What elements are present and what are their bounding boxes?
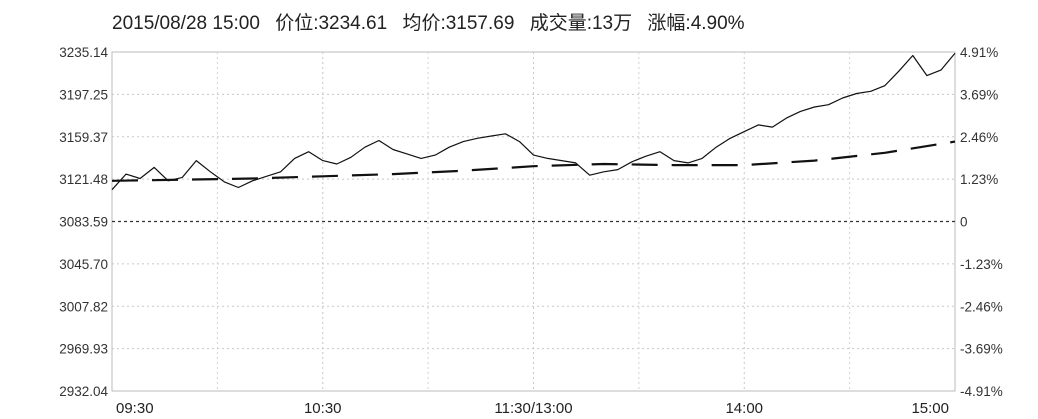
header-volume: 成交量:13万 — [529, 13, 633, 34]
y-left-tick-label: 3197.25 — [59, 87, 108, 102]
grid — [111, 51, 956, 392]
average-price-line — [111, 140, 956, 182]
x-tick-label: 11:30/13:00 — [494, 400, 572, 417]
y-left-tick-label: 3235.14 — [59, 45, 108, 60]
y-left-tick-label: 2969.93 — [59, 342, 108, 357]
y-left-tick-label: 3007.82 — [59, 299, 108, 314]
y-left-tick-label: 3121.48 — [59, 172, 108, 187]
x-tick-label: 14:00 — [725, 400, 763, 417]
y-left-tick-label: 3159.37 — [59, 130, 108, 145]
y-right-tick-label: 4.91% — [960, 45, 998, 60]
y-right-tick-label: -3.69% — [960, 342, 1003, 357]
price-line — [111, 52, 956, 191]
y-left-tick-label: 2932.04 — [59, 384, 108, 399]
y-left-tick-label: 3045.70 — [59, 257, 108, 272]
axis-labels: 3235.14 4.91% 3197.25 3.69% 3159.37 2.46% 3121… — [59, 45, 1003, 417]
series-layer — [111, 52, 956, 191]
chart-header: 2015/08/28 15:00 价位:3234.61 均价:3157.69 成… — [112, 8, 755, 35]
header-avg-price: 均价:3157.69 — [402, 13, 515, 34]
y-right-tick-label: -1.23% — [960, 257, 1003, 272]
y-left-tick-label: 3083.59 — [59, 215, 108, 230]
y-right-tick-label: -2.46% — [960, 299, 1003, 314]
y-right-tick-label: 3.69% — [960, 87, 998, 102]
y-right-tick-label: -4.91% — [960, 384, 1003, 399]
y-right-tick-label: 2.46% — [960, 130, 998, 145]
x-tick-label: 09:30 — [116, 400, 154, 417]
header-datetime: 2015/08/28 15:00 — [112, 13, 260, 34]
y-right-tick-label: 0 — [960, 215, 968, 230]
header-price: 价位:3234.61 — [275, 13, 388, 34]
x-tick-label: 10:30 — [304, 400, 342, 417]
header-change: 涨幅:4.90% — [647, 13, 745, 34]
x-tick-label: 15:00 — [911, 400, 949, 417]
y-right-tick-label: 1.23% — [960, 172, 998, 187]
